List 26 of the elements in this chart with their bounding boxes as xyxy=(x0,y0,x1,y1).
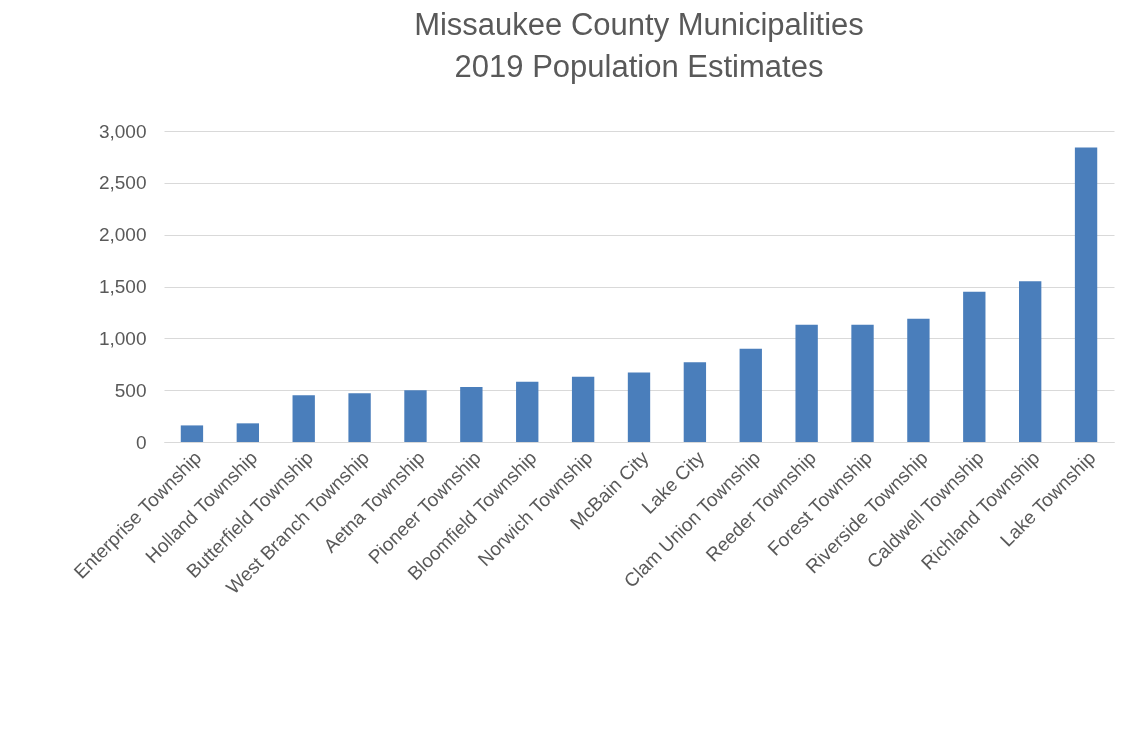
y-tick-label: 0 xyxy=(135,431,147,453)
y-tick-label: 3,000 xyxy=(98,120,147,142)
bar xyxy=(795,324,818,442)
text: 2019 Population Estimates xyxy=(454,49,824,84)
bar xyxy=(851,324,874,442)
bar xyxy=(516,381,539,442)
bar xyxy=(1019,281,1042,442)
bar xyxy=(348,393,371,442)
bar xyxy=(236,423,259,442)
bar xyxy=(683,362,707,442)
y-tick-label: 500 xyxy=(114,379,147,401)
bar xyxy=(180,425,204,442)
bar xyxy=(404,390,427,442)
text: Missaukee County Municipalities xyxy=(414,7,864,42)
bar xyxy=(963,291,986,442)
bar xyxy=(571,376,595,442)
y-tick-label: 1,000 xyxy=(98,327,147,349)
y-tick-label: 2,000 xyxy=(98,224,147,246)
bar xyxy=(292,395,315,442)
bar xyxy=(627,372,651,442)
bar xyxy=(907,318,930,442)
bar xyxy=(1074,147,1098,442)
y-tick-label: 2,500 xyxy=(98,172,147,194)
y-tick-label: 1,500 xyxy=(98,276,147,297)
bar xyxy=(739,348,762,442)
bar xyxy=(460,387,483,442)
